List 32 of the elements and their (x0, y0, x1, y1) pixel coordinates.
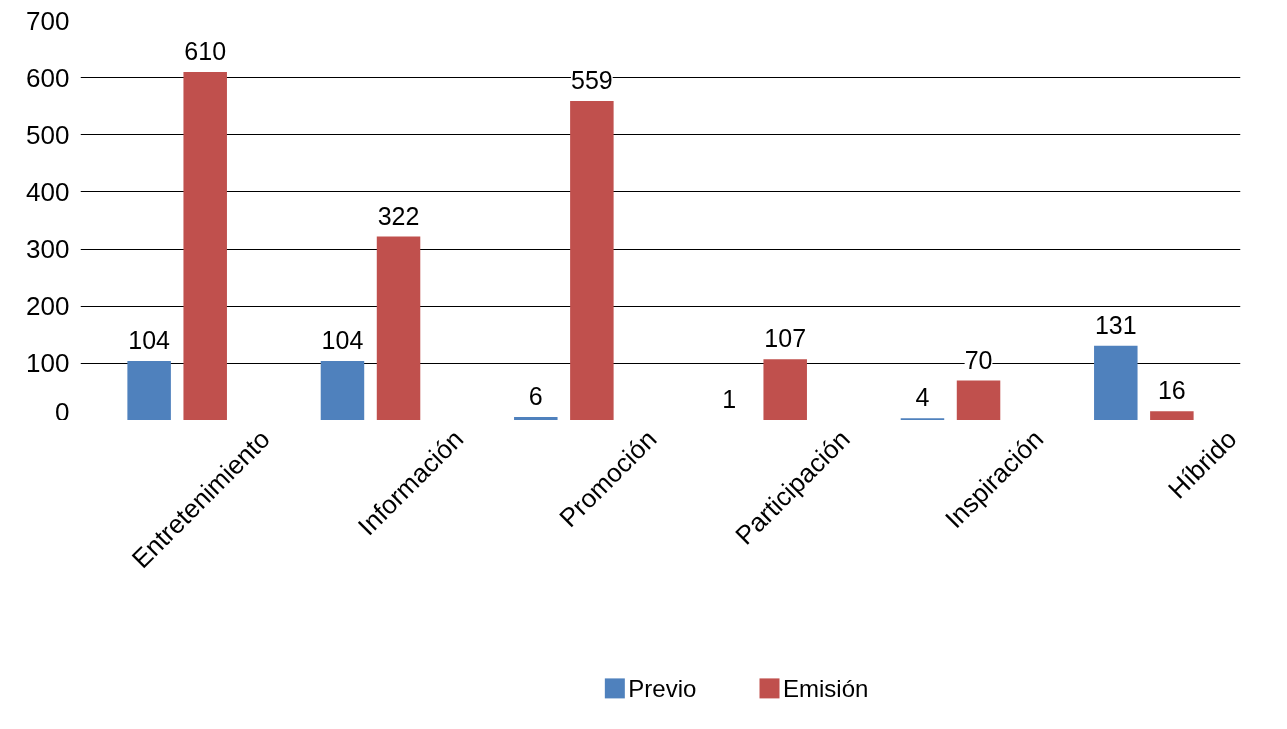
bar (570, 101, 614, 420)
y-tick-label: 0 (55, 396, 70, 427)
data-label: 610 (184, 36, 227, 65)
y-tick-label: 500 (26, 119, 70, 150)
y-tick-label: 400 (26, 176, 70, 207)
legend-label: Emisión (783, 674, 869, 702)
y-tick-label: 100 (26, 348, 70, 379)
data-label: 4 (915, 383, 930, 412)
bar (956, 380, 1001, 420)
bar (1094, 345, 1138, 420)
bar (763, 359, 807, 420)
bar (320, 361, 365, 420)
data-label: 104 (321, 326, 364, 355)
y-tick-label: 200 (26, 291, 70, 322)
data-label: 107 (764, 324, 807, 353)
data-label: 322 (377, 201, 420, 230)
data-label: 559 (571, 66, 613, 95)
legend-label: Previo (628, 674, 697, 702)
bar (1150, 411, 1194, 420)
bar (376, 236, 421, 420)
data-label: 104 (128, 326, 171, 355)
bar (514, 417, 558, 420)
y-tick-label: 300 (26, 234, 70, 265)
data-label: 131 (1094, 310, 1137, 339)
y-tick-label: 600 (26, 62, 70, 93)
data-label: 16 (1157, 376, 1186, 405)
bar (127, 361, 171, 420)
bar (183, 71, 227, 420)
data-label: 6 (528, 382, 543, 411)
y-tick-label: 700 (26, 5, 70, 36)
data-label: 1 (722, 384, 737, 413)
data-label: 70 (964, 345, 993, 374)
